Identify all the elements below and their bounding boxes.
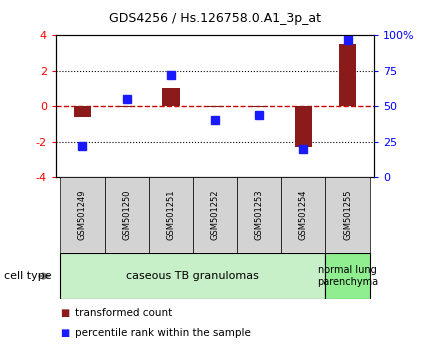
Text: GSM501255: GSM501255 [343,190,352,240]
Text: GSM501250: GSM501250 [122,190,131,240]
Bar [104,177,149,253]
Text: GSM501253: GSM501253 [255,190,264,240]
Text: normal lung
parenchyma: normal lung parenchyma [317,265,378,287]
Bar [149,177,193,253]
Bar [60,253,326,299]
Text: transformed count: transformed count [75,308,172,318]
Bar [326,253,370,299]
Bar [162,88,180,106]
Text: GSM501249: GSM501249 [78,190,87,240]
Text: cell type: cell type [4,271,52,281]
Bar [281,177,326,253]
Bar [237,177,281,253]
Text: GSM501254: GSM501254 [299,190,308,240]
Bar [206,106,224,107]
Bar [193,177,237,253]
Bar [60,177,104,253]
Bar [326,177,370,253]
Bar [118,106,135,107]
Bar [74,106,91,117]
Text: GDS4256 / Hs.126758.0.A1_3p_at: GDS4256 / Hs.126758.0.A1_3p_at [109,12,321,25]
Text: percentile rank within the sample: percentile rank within the sample [75,328,251,338]
Text: caseous TB granulomas: caseous TB granulomas [126,271,259,281]
Text: ■: ■ [60,308,70,318]
Text: ■: ■ [60,328,70,338]
Bar [295,106,312,147]
Bar [250,106,268,107]
Text: GSM501251: GSM501251 [166,190,175,240]
Bar [339,44,356,106]
Text: GSM501252: GSM501252 [211,190,219,240]
